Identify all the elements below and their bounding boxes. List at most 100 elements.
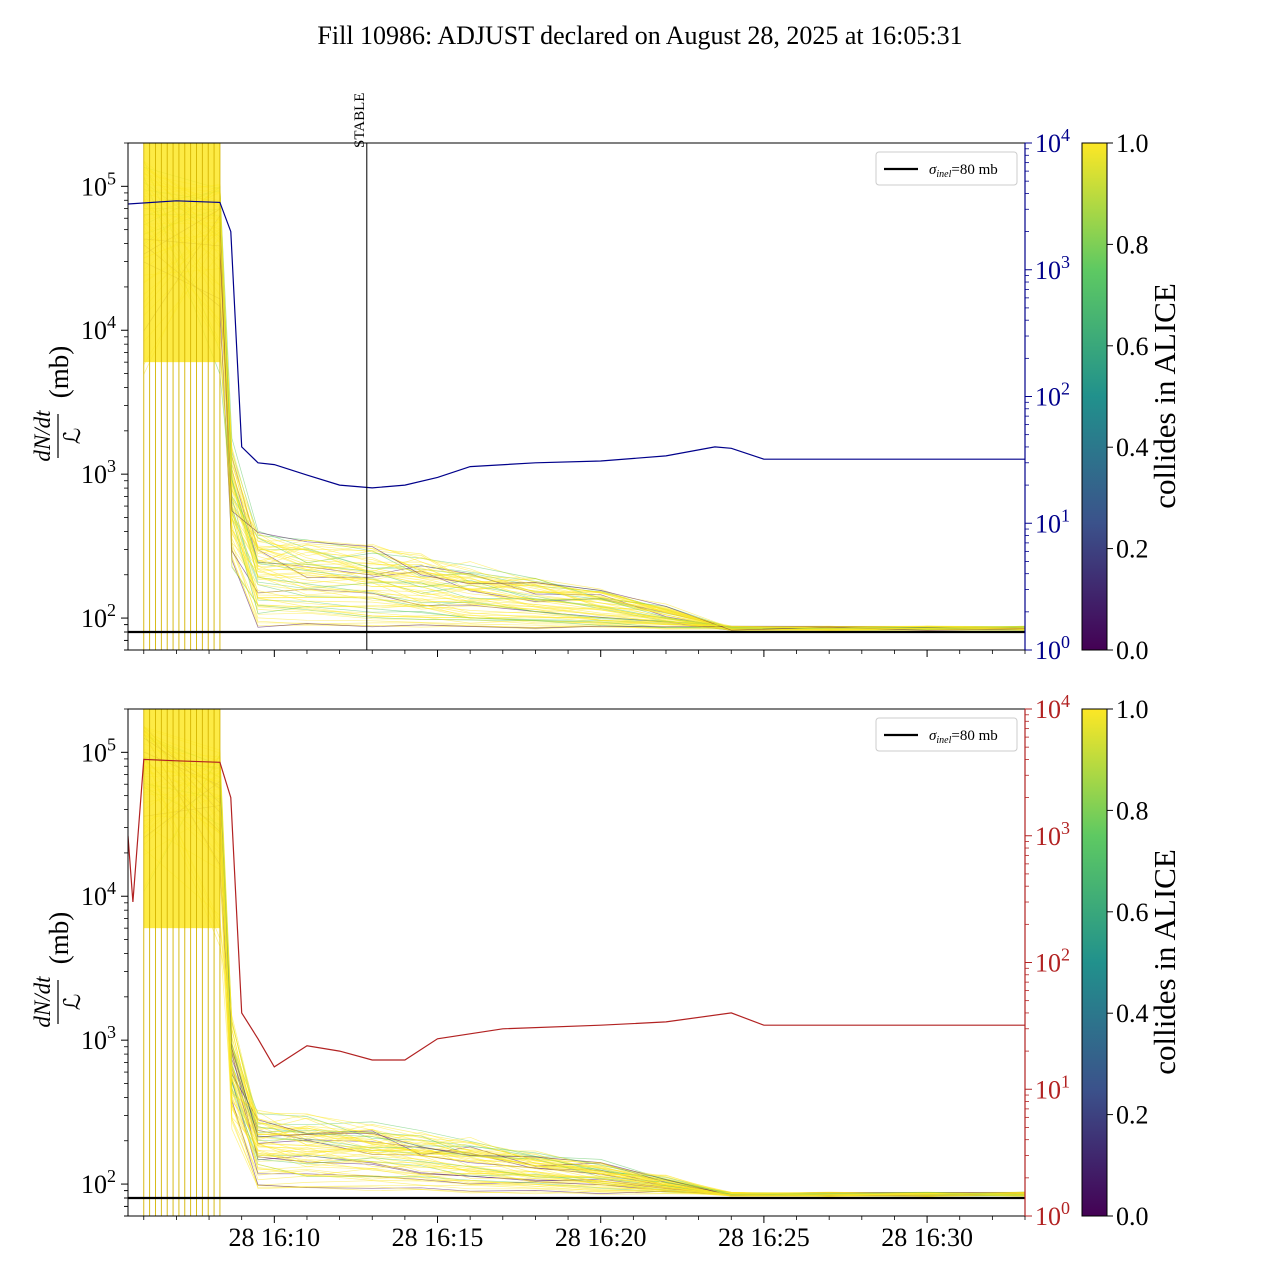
- bunch-trace: [143, 219, 1025, 631]
- bunch-trace: [143, 216, 1025, 631]
- bunch-trace: [143, 770, 1025, 1197]
- bunch-trace: [143, 824, 1025, 1196]
- bunch-trace: [143, 184, 1025, 631]
- colorbar-tick-label: 0.8: [1116, 796, 1149, 825]
- x-tick-label: 28 16:30: [881, 1223, 973, 1252]
- top-ylabel-numerator: dN/dt: [30, 410, 55, 462]
- right-y-tick-label: 101: [1035, 505, 1070, 538]
- right-y-tick-label: 104: [1035, 125, 1070, 158]
- top-axes-frame: [127, 142, 1026, 651]
- y-tick-label: 105: [81, 734, 116, 767]
- stable-annotation: STABLE: [352, 93, 368, 148]
- top-ylabel-unit: (mb): [44, 346, 74, 398]
- bunch-trace: [143, 738, 1025, 1197]
- bunch-trace: [143, 193, 1025, 631]
- top-colorbar-label: collides in ALICE: [1147, 283, 1182, 509]
- colorbar-tick-label: 0.4: [1116, 999, 1149, 1028]
- right-y-tick-label: 102: [1035, 945, 1070, 978]
- top-legend: σinel=80 mb: [875, 151, 1018, 186]
- top-right-axis-series: [128, 200, 1025, 489]
- bunch-trace: [143, 181, 1025, 630]
- bunch-trace: [143, 214, 1025, 631]
- right-y-tick-label: 100: [1035, 1198, 1070, 1231]
- bunch-trace: [143, 815, 1025, 1197]
- bottom-right-y-ticks: 100 101 102 103 104: [1024, 691, 1070, 1231]
- bunch-trace: [143, 197, 1025, 630]
- bunch-trace: [143, 213, 1025, 631]
- bottom-ylabel-numerator: dN/dt: [30, 976, 55, 1028]
- bottom-ylabel-unit: (mb): [44, 912, 74, 964]
- bunch-trace: [143, 805, 1025, 1196]
- colorbar-tick-label: 0.6: [1116, 898, 1149, 927]
- bunch-trace: [143, 238, 1025, 631]
- colorbar-tick-label: 0.0: [1116, 636, 1149, 665]
- bunch-trace: [143, 756, 1025, 1196]
- bottom-legend-rest: =80 mb: [951, 728, 997, 744]
- bunch-trace: [143, 208, 1025, 631]
- svg-text:σinel=80 mb: σinel=80 mb: [929, 728, 998, 746]
- early-dense-block: [143, 709, 220, 929]
- y-tick-label: 102: [81, 1166, 116, 1199]
- colorbar-tick-label: 0.4: [1116, 433, 1149, 462]
- bottom-left-y-ticks: 102 103 104 105: [81, 708, 128, 1217]
- bunch-trace: [143, 244, 1025, 631]
- y-tick-label: 104: [81, 878, 116, 911]
- x-tick-label: 28 16:25: [718, 1223, 810, 1252]
- bunch-trace: [143, 208, 1025, 629]
- x-tick-label: 28 16:15: [392, 1223, 484, 1252]
- y-tick-label: 105: [81, 168, 116, 201]
- bunch-trace: [143, 726, 1025, 1197]
- bunch-trace: [143, 239, 1025, 630]
- bunch-trace: [143, 207, 1025, 631]
- bunch-trace: [143, 207, 1025, 629]
- top-left-y-ticks: 102 103 104 105: [81, 142, 128, 651]
- bunch-trace: [143, 754, 1025, 1197]
- bunch-trace: [143, 757, 1025, 1197]
- bunch-trace: [143, 726, 1025, 1197]
- bunch-trace: [143, 783, 1025, 1195]
- y-tick-label: 103: [81, 1022, 116, 1055]
- top-legend-rest: =80 mb: [951, 162, 997, 178]
- top-colorbar-ticks: 0.0 0.2 0.4 0.6 0.8 1.0: [1107, 129, 1149, 665]
- bunch-trace: [143, 189, 1025, 629]
- bunch-trace: [143, 771, 1025, 1197]
- colorbar-tick-label: 0.6: [1116, 332, 1149, 361]
- bunch-trace: [143, 228, 1025, 631]
- top-bunch-traces: [143, 143, 1025, 650]
- colorbar-tick-label: 0.2: [1116, 1101, 1149, 1130]
- bunch-trace: [143, 186, 1025, 630]
- colorbar-tick-label: 0.0: [1116, 1202, 1149, 1231]
- bottom-legend-sigma: σ: [929, 728, 937, 744]
- right-y-tick-label: 104: [1035, 691, 1070, 724]
- top-y-axis-label: dN/dt ℒ (mb): [30, 346, 85, 462]
- bunch-trace: [143, 758, 1025, 1197]
- colorbar-tick-label: 1.0: [1116, 695, 1149, 724]
- bunch-trace: [143, 808, 1025, 1196]
- bunch-trace: [143, 223, 1025, 629]
- bunch-trace: [143, 218, 1025, 631]
- top-right-y-ticks: 100 101 102 103 104: [1024, 125, 1070, 665]
- early-dense-block: [143, 143, 220, 363]
- top-panel: STABLE 102 103 104 105 100 101 102 103 104 dN/d…: [30, 93, 1182, 665]
- top-colorbar: [1081, 142, 1108, 651]
- bunch-trace: [143, 778, 1025, 1196]
- bottom-y-axis-label: dN/dt ℒ (mb): [30, 912, 85, 1028]
- bottom-axes-frame: [127, 708, 1026, 1217]
- bottom-colorbar-ticks: 0.0 0.2 0.4 0.6 0.8 1.0: [1107, 695, 1149, 1231]
- colorbar-tick-label: 0.2: [1116, 535, 1149, 564]
- x-tick-label: 28 16:20: [555, 1223, 647, 1252]
- top-legend-sub: inel: [936, 169, 951, 180]
- bunch-trace: [143, 773, 1025, 1197]
- bottom-x-ticks: 28 16:10 28 16:15 28 16:20 28 16:25 28 16:30: [143, 1216, 1026, 1252]
- bunch-trace: [143, 179, 1025, 631]
- bunch-trace: [143, 222, 1025, 631]
- bunch-trace: [143, 795, 1025, 1197]
- bunch-trace: [143, 755, 1025, 1197]
- y-tick-label: 103: [81, 456, 116, 489]
- bunch-trace: [143, 237, 1025, 631]
- x-tick-label: 28 16:10: [228, 1223, 320, 1252]
- bottom-right-axis-series: [128, 758, 1025, 1068]
- y-tick-label: 104: [81, 312, 116, 345]
- bunch-trace: [143, 190, 1025, 631]
